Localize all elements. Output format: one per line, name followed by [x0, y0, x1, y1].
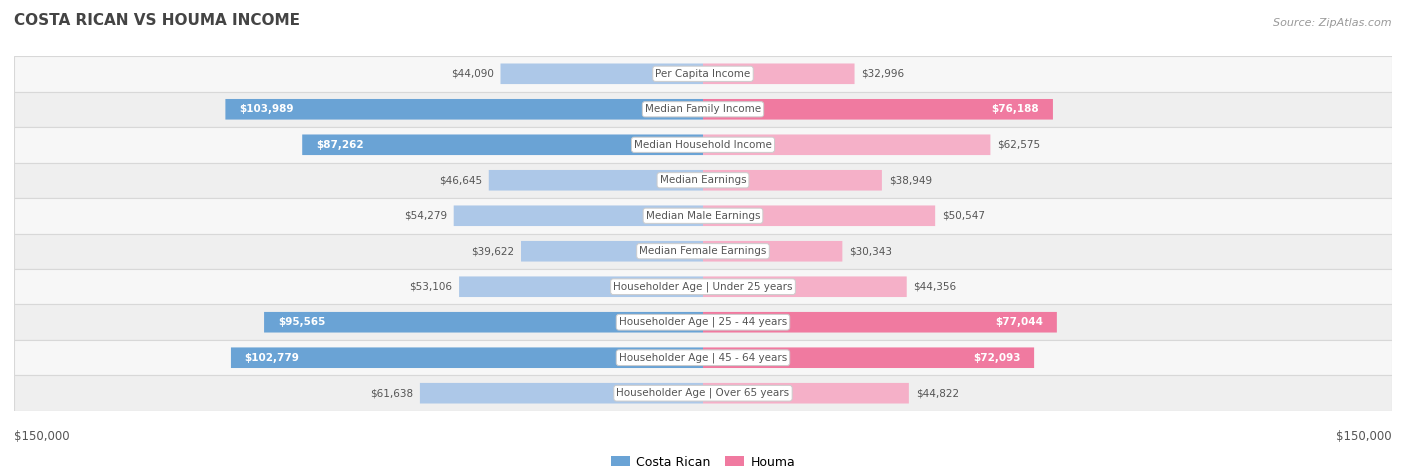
Text: Source: ZipAtlas.com: Source: ZipAtlas.com — [1274, 18, 1392, 28]
FancyBboxPatch shape — [225, 99, 703, 120]
Text: $54,279: $54,279 — [404, 211, 447, 221]
Text: $95,565: $95,565 — [278, 317, 325, 327]
Text: COSTA RICAN VS HOUMA INCOME: COSTA RICAN VS HOUMA INCOME — [14, 13, 299, 28]
Text: $77,044: $77,044 — [995, 317, 1043, 327]
FancyBboxPatch shape — [14, 375, 1392, 411]
Text: $30,343: $30,343 — [849, 246, 893, 256]
FancyBboxPatch shape — [703, 383, 908, 403]
Text: Per Capita Income: Per Capita Income — [655, 69, 751, 79]
Text: Median Female Earnings: Median Female Earnings — [640, 246, 766, 256]
FancyBboxPatch shape — [703, 170, 882, 191]
Text: $103,989: $103,989 — [239, 104, 294, 114]
FancyBboxPatch shape — [460, 276, 703, 297]
Text: $44,356: $44,356 — [914, 282, 956, 292]
FancyBboxPatch shape — [703, 205, 935, 226]
Text: $102,779: $102,779 — [245, 353, 299, 363]
FancyBboxPatch shape — [454, 205, 703, 226]
FancyBboxPatch shape — [14, 127, 1392, 163]
Text: Median Household Income: Median Household Income — [634, 140, 772, 150]
Legend: Costa Rican, Houma: Costa Rican, Houma — [612, 456, 794, 467]
FancyBboxPatch shape — [264, 312, 703, 333]
Text: Householder Age | 45 - 64 years: Householder Age | 45 - 64 years — [619, 353, 787, 363]
FancyBboxPatch shape — [420, 383, 703, 403]
Text: $44,822: $44,822 — [915, 388, 959, 398]
Text: $44,090: $44,090 — [451, 69, 494, 79]
Text: $150,000: $150,000 — [1336, 430, 1392, 443]
FancyBboxPatch shape — [703, 241, 842, 262]
FancyBboxPatch shape — [14, 234, 1392, 269]
FancyBboxPatch shape — [703, 347, 1035, 368]
FancyBboxPatch shape — [231, 347, 703, 368]
FancyBboxPatch shape — [522, 241, 703, 262]
FancyBboxPatch shape — [703, 99, 1053, 120]
FancyBboxPatch shape — [14, 269, 1392, 304]
Text: $39,622: $39,622 — [471, 246, 515, 256]
Text: Householder Age | Over 65 years: Householder Age | Over 65 years — [616, 388, 790, 398]
Text: $76,188: $76,188 — [991, 104, 1039, 114]
Text: $38,949: $38,949 — [889, 175, 932, 185]
FancyBboxPatch shape — [14, 198, 1392, 234]
FancyBboxPatch shape — [14, 163, 1392, 198]
FancyBboxPatch shape — [14, 92, 1392, 127]
Text: Householder Age | 25 - 44 years: Householder Age | 25 - 44 years — [619, 317, 787, 327]
FancyBboxPatch shape — [703, 276, 907, 297]
FancyBboxPatch shape — [703, 64, 855, 84]
Text: $87,262: $87,262 — [316, 140, 364, 150]
Text: Median Male Earnings: Median Male Earnings — [645, 211, 761, 221]
FancyBboxPatch shape — [501, 64, 703, 84]
Text: $72,093: $72,093 — [973, 353, 1021, 363]
FancyBboxPatch shape — [302, 134, 703, 155]
Text: $150,000: $150,000 — [14, 430, 70, 443]
FancyBboxPatch shape — [703, 312, 1057, 333]
Text: $61,638: $61,638 — [370, 388, 413, 398]
Text: Median Earnings: Median Earnings — [659, 175, 747, 185]
FancyBboxPatch shape — [489, 170, 703, 191]
Text: $62,575: $62,575 — [997, 140, 1040, 150]
Text: $46,645: $46,645 — [439, 175, 482, 185]
Text: $50,547: $50,547 — [942, 211, 986, 221]
FancyBboxPatch shape — [14, 304, 1392, 340]
Text: $32,996: $32,996 — [862, 69, 904, 79]
FancyBboxPatch shape — [703, 134, 990, 155]
Text: Householder Age | Under 25 years: Householder Age | Under 25 years — [613, 282, 793, 292]
Text: $53,106: $53,106 — [409, 282, 453, 292]
FancyBboxPatch shape — [14, 56, 1392, 92]
Text: Median Family Income: Median Family Income — [645, 104, 761, 114]
FancyBboxPatch shape — [14, 340, 1392, 375]
